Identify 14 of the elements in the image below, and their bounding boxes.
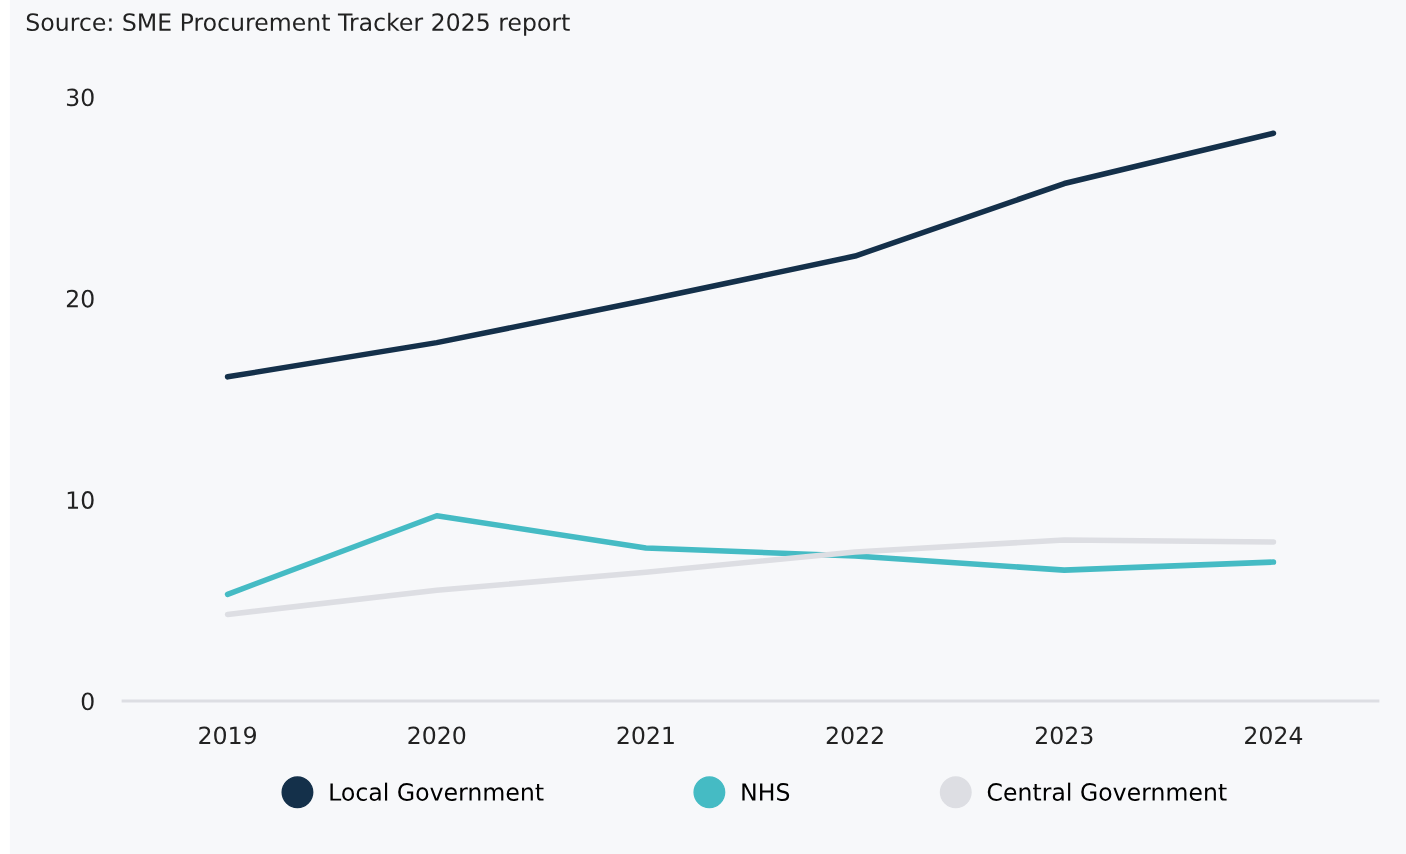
x-tick-label: 2021: [617, 726, 674, 745]
legend-label: Local Government: [330, 782, 544, 801]
y-tick-label: 0: [81, 692, 94, 711]
x-tick-label: 2022: [826, 726, 883, 745]
y-tick-label: 10: [67, 491, 94, 509]
legend-label: Central Government: [987, 782, 1227, 801]
source-note: Source: SME Procurement Tracker 2025 report: [26, 12, 570, 36]
x-tick-label: 2023: [1035, 726, 1093, 745]
y-tick-label: 30: [66, 88, 94, 107]
x-tick-label: 2020: [408, 726, 466, 745]
x-tick-label: 2024: [1245, 726, 1303, 745]
y-tick-label: 20: [66, 289, 94, 308]
x-tick-label: 2019: [199, 726, 256, 745]
legend-label: NHS: [742, 783, 790, 801]
